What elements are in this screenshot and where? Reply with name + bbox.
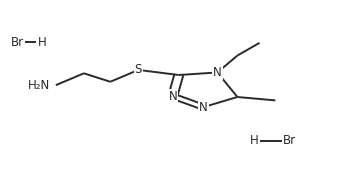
Text: H: H	[38, 35, 46, 49]
Text: N: N	[213, 66, 222, 79]
Text: N: N	[199, 101, 208, 114]
Text: Br: Br	[283, 135, 296, 148]
Text: Br: Br	[11, 35, 24, 49]
Text: N: N	[169, 90, 177, 103]
Text: H₂N: H₂N	[28, 79, 51, 92]
Text: S: S	[135, 63, 142, 76]
Text: H: H	[250, 135, 259, 148]
